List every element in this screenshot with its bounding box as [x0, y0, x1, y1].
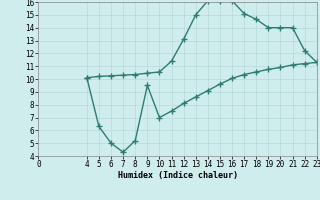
X-axis label: Humidex (Indice chaleur): Humidex (Indice chaleur): [118, 171, 238, 180]
